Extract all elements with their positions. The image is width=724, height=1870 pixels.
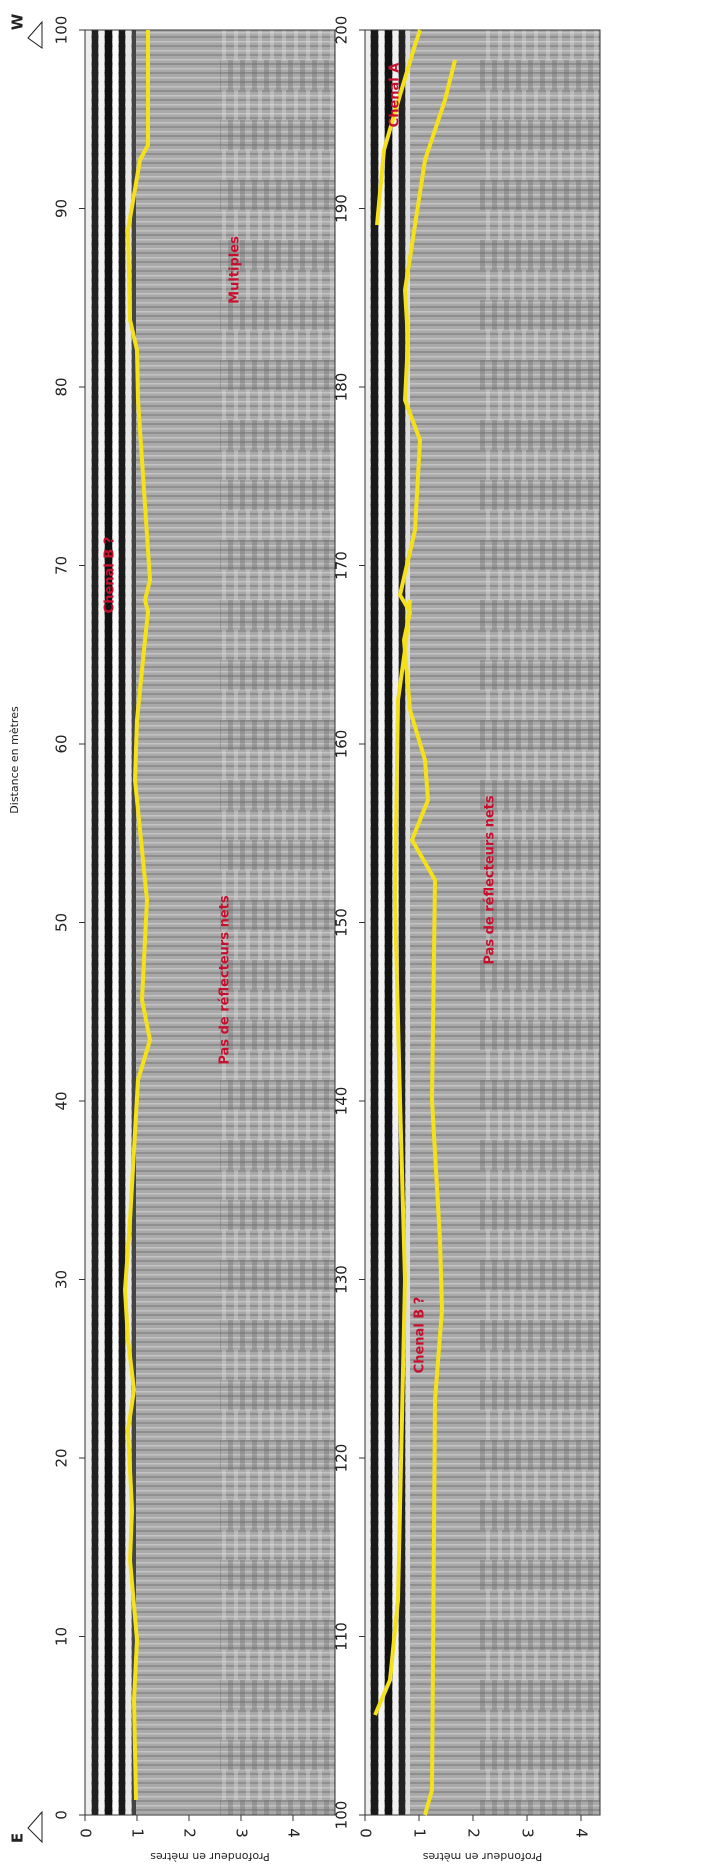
- distance-axis-label: Distance en mètres: [8, 706, 21, 814]
- distance-tick-label: 160: [333, 730, 351, 759]
- distance-tick-label: 140: [333, 1087, 351, 1116]
- annotation: Pas de réflecteurs nets: [218, 895, 233, 1064]
- distance-tick-label: 200: [333, 16, 351, 45]
- distance-tick-label: 90: [53, 199, 71, 218]
- depth-tick-label: 3: [233, 1828, 251, 1838]
- distance-tick-label: 190: [333, 194, 351, 223]
- annotation: Chenal B ?: [413, 1297, 428, 1374]
- marker-triangle: [27, 1810, 43, 1844]
- annotation: Pas de réflecteurs nets: [483, 795, 498, 964]
- distance-tick-label: 20: [53, 1448, 71, 1467]
- radargram-right: [364, 29, 601, 1816]
- distance-tick-label: 70: [53, 556, 71, 575]
- annotation: Chenal A: [388, 63, 403, 128]
- depth-tick-label: 2: [465, 1828, 483, 1838]
- depth-tick-label: 1: [411, 1828, 429, 1838]
- start-marker: E: [9, 1833, 27, 1843]
- distance-tick-label: 180: [333, 373, 351, 402]
- annotation: Multiples: [228, 236, 243, 304]
- distance-tick-label: 10: [53, 1627, 71, 1646]
- distance-tick-label: 40: [53, 1091, 71, 1110]
- distance-tick-label: 130: [333, 1265, 351, 1294]
- depth-tick-label: 1: [129, 1828, 147, 1838]
- distance-tick-label: 150: [333, 908, 351, 937]
- annotation: Chenal B ?: [103, 537, 118, 614]
- distance-tick-label: 120: [333, 1444, 351, 1473]
- depth-tick-label: 3: [519, 1828, 537, 1838]
- distance-tick-label: 100: [333, 1801, 351, 1830]
- distance-tick-label: 170: [333, 551, 351, 580]
- depth-tick-label: 4: [285, 1828, 303, 1838]
- depth-tick-label: 0: [77, 1828, 95, 1838]
- radargram-left: [84, 29, 336, 1816]
- distance-tick-label: 0: [53, 1810, 71, 1820]
- depth-tick-label: 4: [573, 1828, 591, 1838]
- distance-tick-label: 60: [53, 734, 71, 753]
- distance-tick-label: 100: [53, 16, 71, 45]
- depth-tick-label: 2: [181, 1828, 199, 1838]
- end-marker: W: [9, 13, 27, 30]
- distance-tick-label: 80: [53, 377, 71, 396]
- depth-axis-label: Profondeur en mètres: [422, 1850, 542, 1863]
- distance-tick-label: 30: [53, 1270, 71, 1289]
- distance-tick-label: 50: [53, 913, 71, 932]
- orientation-markers: E W: [9, 13, 43, 1844]
- depth-axis-label: Profondeur en mètres: [150, 1850, 270, 1863]
- marker-triangle: [27, 20, 43, 49]
- distance-tick-label: 110: [333, 1622, 351, 1651]
- depth-tick-label: 0: [357, 1828, 375, 1838]
